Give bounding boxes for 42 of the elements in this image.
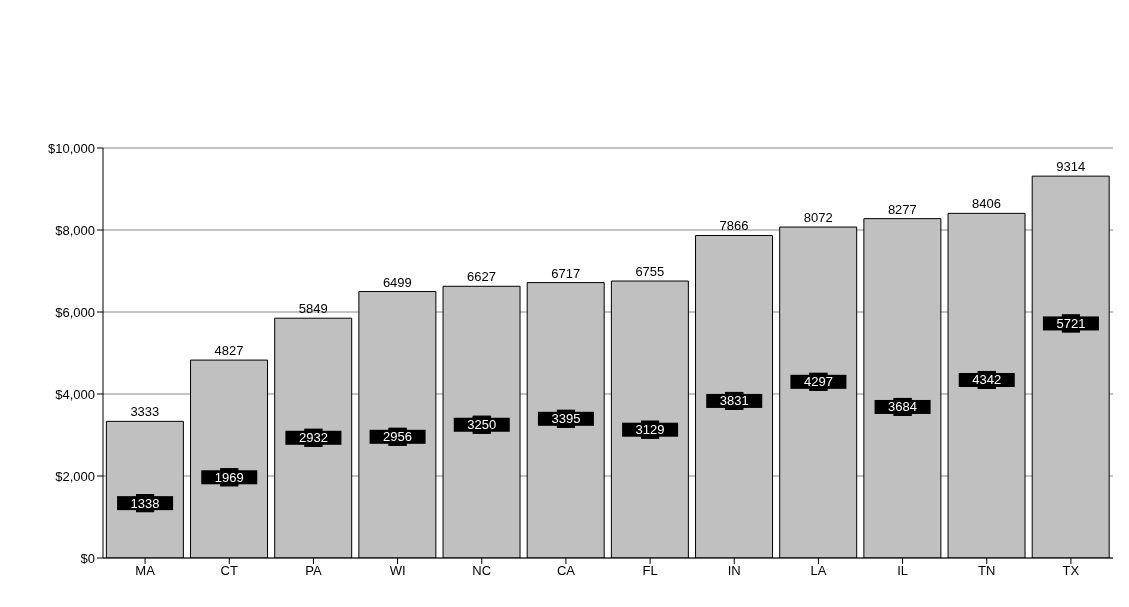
y-tick-label: $2,000 [55, 468, 95, 484]
data-label: 9314 [1056, 159, 1086, 175]
data-label: 1338 [130, 495, 160, 511]
data-label: 4342 [972, 372, 1002, 388]
x-tick-label: WI [389, 563, 406, 579]
data-label: 6755 [635, 264, 665, 280]
data-label: 3250 [467, 417, 497, 433]
data-label: 2932 [298, 430, 328, 446]
data-label: 8072 [803, 210, 833, 226]
y-tick-label: $10,000 [48, 140, 95, 156]
y-tick-label: $0 [80, 550, 95, 566]
data-label: 7866 [719, 218, 749, 234]
data-label: 6717 [551, 265, 581, 281]
x-tick-label: IL [897, 563, 909, 579]
x-tick-label: PA [305, 563, 322, 579]
x-tick-label: TN [978, 563, 996, 579]
y-tick-label: $8,000 [55, 222, 95, 238]
y-tick-label: $6,000 [55, 304, 95, 320]
x-tick-label: TX [1062, 563, 1080, 579]
data-label: 4827 [214, 343, 244, 359]
data-label: 4297 [803, 374, 833, 390]
data-label: 3333 [130, 404, 160, 420]
data-label: 1969 [214, 469, 244, 485]
x-tick-label: NC [472, 563, 492, 579]
x-tick-label: IN [727, 563, 741, 579]
data-label: 5721 [1056, 315, 1086, 331]
data-label: 3395 [551, 411, 581, 427]
data-label: 5849 [298, 301, 328, 317]
data-label: 2956 [383, 429, 413, 445]
y-tick-label: $4,000 [55, 386, 95, 402]
x-tick-label: MA [135, 563, 156, 579]
x-tick-label: LA [810, 563, 827, 579]
data-label: 3831 [719, 393, 749, 409]
data-label: 6627 [467, 269, 496, 285]
x-tick-label: CA [556, 563, 576, 579]
x-tick-label: CT [220, 563, 238, 579]
data-label: 3684 [888, 399, 918, 415]
data-label: 3129 [635, 422, 665, 438]
data-label: 6499 [382, 274, 412, 290]
x-tick-label: FL [642, 563, 658, 579]
data-label: 8406 [972, 196, 1001, 212]
data-label: 8277 [887, 201, 917, 217]
